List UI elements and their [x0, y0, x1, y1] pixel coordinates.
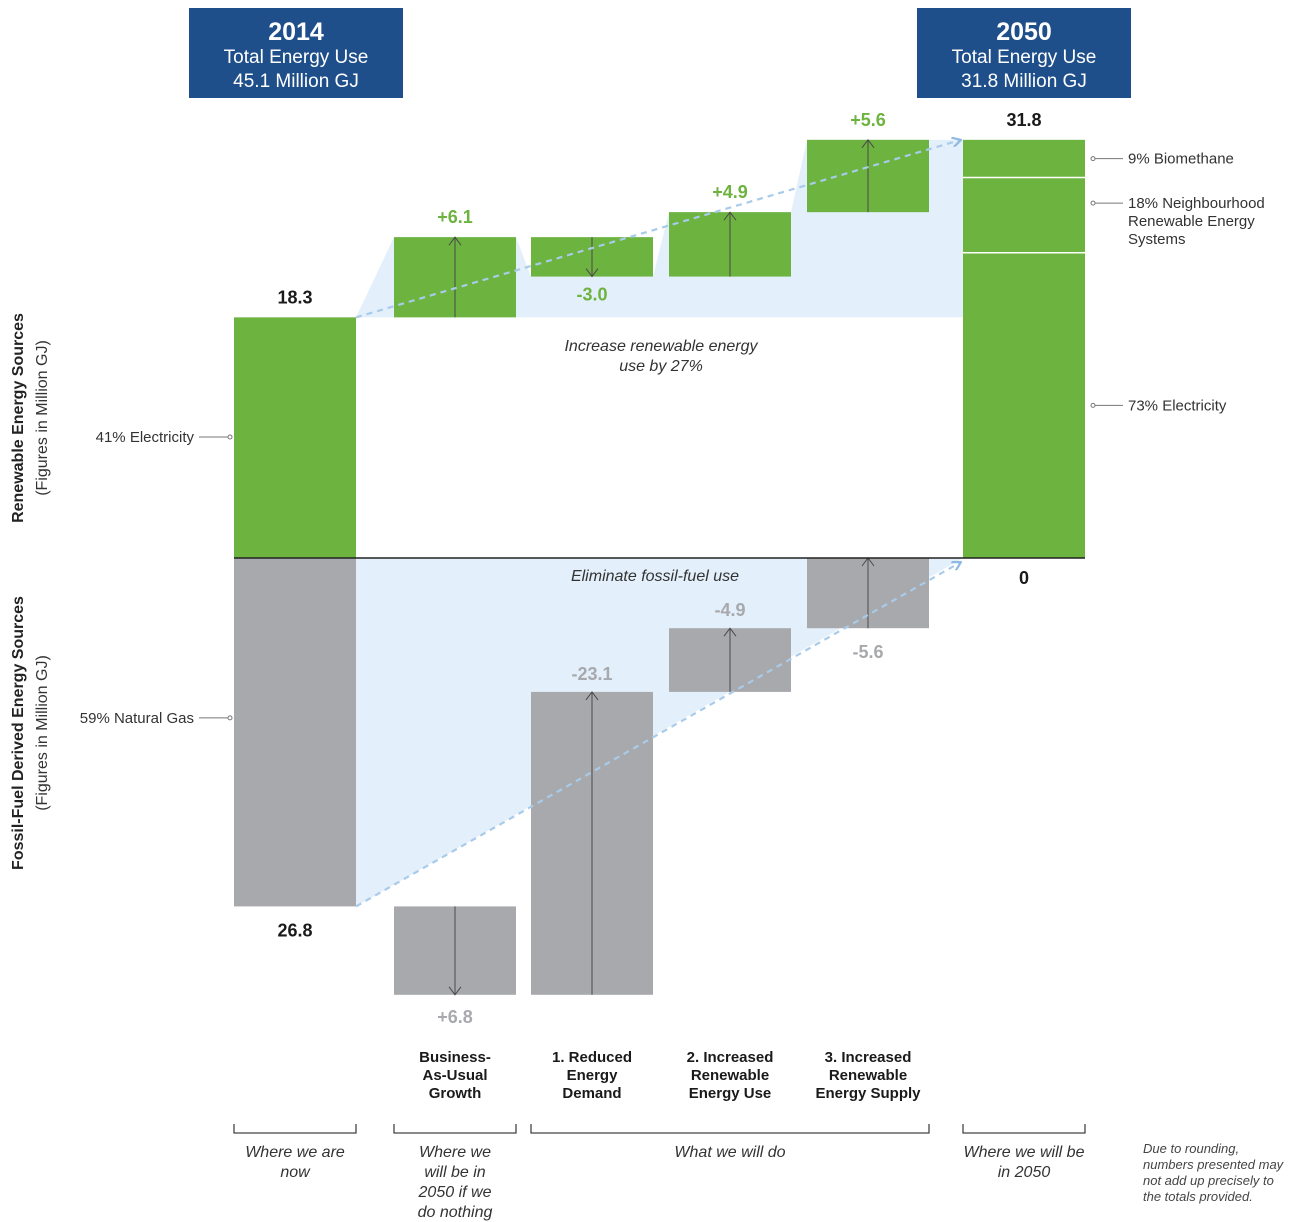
fossil-change-arrowhead-bau	[448, 986, 462, 996]
category-label-s1: Demand	[562, 1085, 621, 1102]
axis-title: Fossil-Fuel Derived Energy Sources	[10, 596, 27, 870]
callout-dot-2050	[1090, 200, 1096, 206]
callout-dot-2050	[1090, 156, 1096, 162]
header-2014-year: 2014	[268, 18, 324, 46]
header-2050: 2050 Total Energy Use 31.8 Million GJ	[917, 8, 1131, 98]
fossil-value-label-bau: +6.8	[437, 1007, 473, 1027]
category-label-s1: Energy	[567, 1067, 619, 1084]
callout-dot-2014	[227, 434, 233, 440]
header-2050-title: Total Energy Use	[951, 47, 1097, 68]
breakdown-2014-label: 41% Electricity	[96, 429, 195, 446]
breakdown-2050-label: 9% Biomethane	[1128, 151, 1234, 168]
fossil-value-label-s3: -5.6	[852, 642, 883, 662]
fossil-trend-shading	[356, 558, 963, 907]
renewable-change-arrowhead-bau	[448, 236, 462, 246]
category-label-s2: 2. Increased	[687, 1049, 774, 1066]
category-label-s1: 1. Reduced	[552, 1049, 632, 1066]
category-label-bau: As-Usual	[422, 1067, 487, 1084]
renewable-value-label-s3: +5.6	[850, 110, 886, 130]
callout-dot-2014	[227, 715, 233, 721]
renewable-bar-now	[234, 317, 356, 558]
renewable-value-label-now: 18.3	[277, 287, 312, 307]
category-label-bau: Growth	[429, 1085, 482, 1102]
renewable-value-label-s2: +4.9	[712, 182, 748, 202]
renewable-change-arrowhead-s2	[723, 211, 737, 221]
breakdown-2050-label: Renewable Energy	[1128, 213, 1255, 230]
renewable-value-label-y2050: 31.8	[1006, 110, 1041, 130]
category-label-s3: 3. Increased	[825, 1049, 912, 1066]
group-bracket	[530, 1124, 930, 1134]
breakdown-2050-label: 73% Electricity	[1128, 397, 1227, 414]
group-bracket	[393, 1124, 517, 1134]
category-label-s3: Renewable	[829, 1067, 907, 1084]
fossil-value-label-y2050: 0	[1019, 568, 1029, 588]
group-caption: do nothing	[418, 1204, 493, 1221]
renewable-annotation-line: use by 27%	[619, 358, 703, 375]
fossil-value-label-s1: -23.1	[571, 664, 612, 684]
axis-subtitle: (Figures in Million GJ)	[34, 655, 51, 811]
header-2050-total: 31.8 Million GJ	[961, 71, 1087, 92]
fossil-bar-now	[234, 558, 356, 907]
axis-title: Renewable Energy Sources	[10, 313, 27, 523]
group-bracket	[233, 1124, 357, 1134]
category-label-s2: Energy Use	[689, 1085, 772, 1102]
breakdown-2050-label: Systems	[1128, 231, 1186, 248]
category-label-s3: Energy Supply	[815, 1085, 921, 1102]
callout-dot-2050	[1090, 402, 1096, 408]
header-2014: 2014 Total Energy Use 45.1 Million GJ	[189, 8, 403, 98]
group-caption: Where we will be	[964, 1144, 1085, 1161]
fossil-annotation-line: Eliminate fossil-fuel use	[571, 568, 739, 585]
fossil-change-arrowhead-s1	[585, 691, 599, 701]
group-caption: Where we are	[245, 1144, 345, 1161]
renewable-annotation-line: Increase renewable energy	[564, 338, 758, 355]
header-2014-total: 45.1 Million GJ	[233, 71, 359, 92]
header-2014-title: Total Energy Use	[223, 47, 369, 68]
rounding-footnote: Due to rounding, numbers presented may n…	[1143, 1141, 1284, 1204]
group-caption: What we will do	[674, 1144, 785, 1161]
fossil-value-label-now: 26.8	[277, 920, 312, 940]
group-caption: 2050 if we	[418, 1184, 492, 1201]
renewable-change-arrowhead-s3	[861, 138, 875, 149]
breakdown-2050-label: 18% Neighbourhood	[1128, 195, 1265, 212]
axis-subtitle: (Figures in Million GJ)	[34, 340, 51, 496]
fossil-value-label-s2: -4.9	[714, 600, 745, 620]
header-2050-year: 2050	[996, 18, 1052, 46]
group-caption: in 2050	[998, 1164, 1051, 1181]
renewable-value-label-bau: +6.1	[437, 207, 473, 227]
breakdown-2014-label: 59% Natural Gas	[80, 710, 194, 727]
renewable-bar-y2050	[963, 139, 1085, 558]
renewable-change-arrowhead-s1	[585, 268, 599, 278]
renewable-value-label-s1: -3.0	[576, 285, 607, 305]
group-caption: will be in	[424, 1164, 485, 1181]
group-caption: Where we	[419, 1144, 491, 1161]
category-label-bau: Business-	[419, 1049, 491, 1066]
category-label-s2: Renewable	[691, 1067, 769, 1084]
group-bracket	[962, 1124, 1086, 1134]
group-caption: now	[280, 1164, 311, 1181]
fossil-change-arrowhead-s2	[723, 627, 737, 637]
